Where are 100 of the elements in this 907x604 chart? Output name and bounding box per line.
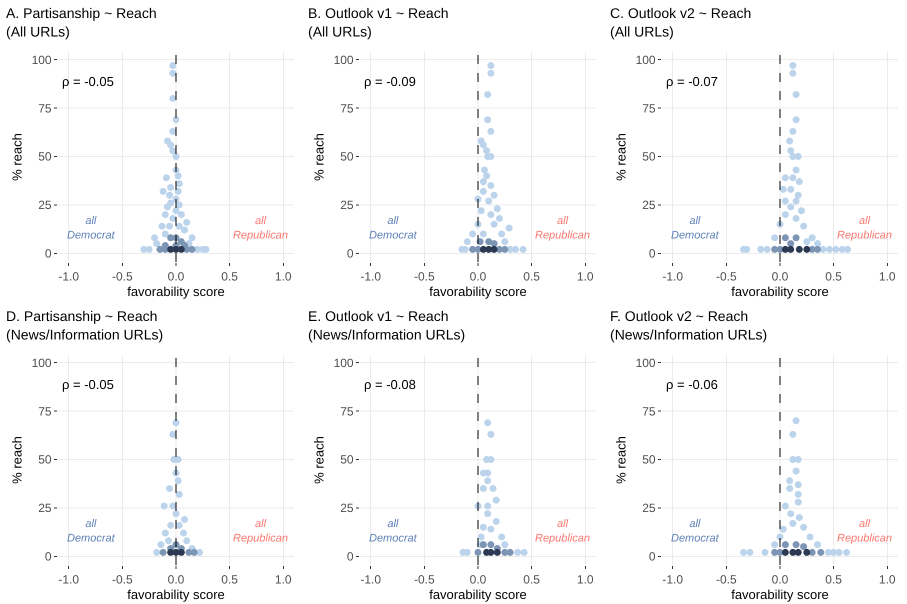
point <box>780 526 787 533</box>
annotation: all Republican <box>535 518 590 544</box>
point <box>780 186 787 193</box>
point <box>792 91 800 98</box>
point <box>832 246 840 253</box>
point <box>490 220 498 228</box>
point <box>771 541 778 548</box>
point <box>806 533 814 540</box>
x-tick-label: -0.5 <box>112 572 134 586</box>
point <box>520 548 528 556</box>
x-axis-title: favorability score <box>731 587 829 602</box>
y-tick-label: 0 <box>648 549 656 564</box>
point <box>169 430 176 438</box>
x-tick-label: 0.0 <box>168 572 185 586</box>
annotation: ρ = -0.09 <box>364 74 416 89</box>
point <box>520 246 527 253</box>
annotation: ρ = -0.05 <box>62 74 114 89</box>
point <box>757 246 764 253</box>
point <box>480 524 487 531</box>
point <box>792 541 800 548</box>
point <box>786 477 794 484</box>
y-tick-label: 0 <box>44 549 52 564</box>
point <box>474 196 482 203</box>
point <box>800 524 808 531</box>
y-axis-title: % reach <box>614 133 629 181</box>
point <box>771 234 778 242</box>
point <box>169 502 176 510</box>
point <box>490 192 498 199</box>
point <box>796 246 803 253</box>
point <box>484 510 492 518</box>
point <box>803 548 810 556</box>
point <box>172 510 180 518</box>
point <box>162 174 170 182</box>
y-tick-label: 75 <box>642 101 656 116</box>
chart-title: F. Outlook v2 ~ Reach (News/Information URLs) <box>610 308 768 342</box>
point <box>484 477 492 484</box>
point <box>782 174 789 182</box>
x-tick-label: 1.0 <box>274 572 292 586</box>
x-tick-label: 0.5 <box>221 572 238 586</box>
point <box>501 541 508 548</box>
point <box>480 188 487 195</box>
y-tick-label: 0 <box>44 246 52 260</box>
point <box>166 485 174 492</box>
annotation: ρ = -0.06 <box>666 377 718 392</box>
point <box>787 246 794 253</box>
x-tick-label: -0.5 <box>414 572 436 586</box>
point <box>172 153 180 160</box>
annotation: all Republican <box>233 215 288 242</box>
y-tick-label: 50 <box>642 452 656 467</box>
point <box>782 502 789 510</box>
point <box>498 230 506 238</box>
point <box>490 485 497 492</box>
point <box>484 91 492 98</box>
y-tick-label: 100 <box>636 52 656 67</box>
y-tick-label: 25 <box>38 501 52 516</box>
point <box>506 548 514 556</box>
point <box>798 207 805 214</box>
y-tick-label: 100 <box>32 52 52 67</box>
point <box>789 128 796 135</box>
x-tick-label: 0.0 <box>470 572 487 586</box>
point <box>844 246 852 253</box>
point <box>487 211 494 218</box>
point <box>188 234 196 242</box>
point <box>800 543 808 550</box>
x-tick-label: -0.5 <box>414 269 436 284</box>
point <box>160 548 167 556</box>
point <box>487 62 494 70</box>
point <box>787 203 794 210</box>
y-tick-label: 25 <box>642 501 656 516</box>
point <box>160 188 167 195</box>
point <box>803 238 810 246</box>
y-axis-title: % reach <box>10 133 25 181</box>
x-axis-title: favorability score <box>731 284 829 299</box>
y-tick-label: 100 <box>32 356 52 370</box>
y-tick-label: 100 <box>334 356 354 370</box>
point <box>761 548 768 556</box>
point <box>487 182 494 190</box>
point <box>487 128 494 135</box>
point <box>487 541 494 548</box>
point <box>167 522 174 529</box>
x-tick-label: -0.5 <box>716 572 738 586</box>
y-tick-label: 75 <box>642 404 656 418</box>
point <box>492 518 500 525</box>
point <box>814 240 822 248</box>
point <box>789 520 796 527</box>
point <box>789 70 796 77</box>
point <box>483 172 490 180</box>
point <box>174 172 182 180</box>
point <box>787 186 794 193</box>
y-tick-label: 25 <box>38 198 52 212</box>
point <box>800 222 808 230</box>
annotation: all Republican <box>837 518 892 544</box>
point <box>514 548 522 556</box>
point <box>162 211 169 218</box>
point <box>167 141 174 148</box>
y-axis-title: % reach <box>312 133 327 181</box>
y-tick-label: 25 <box>340 501 354 516</box>
point <box>494 205 501 212</box>
point <box>183 218 190 226</box>
annotation: all Republican <box>535 215 590 242</box>
